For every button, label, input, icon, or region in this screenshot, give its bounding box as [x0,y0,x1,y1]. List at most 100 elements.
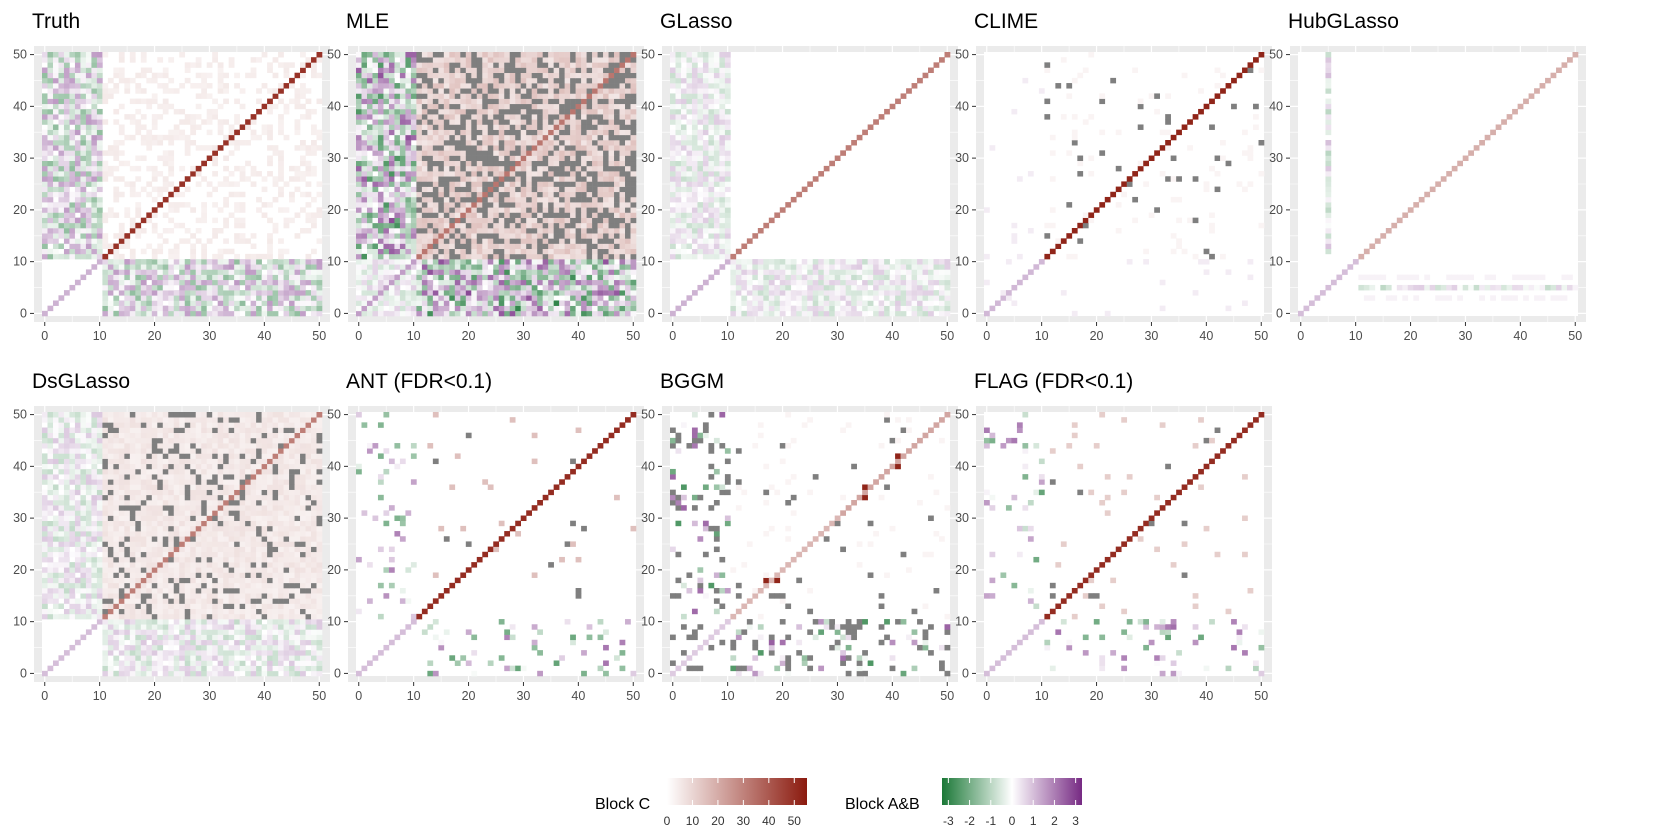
heatmap-cell [465,196,472,203]
heatmap-cell [405,176,412,182]
heatmap-cell [85,124,92,130]
heatmap-cell [498,305,505,312]
heatmap-cell [388,274,395,281]
heatmap-cell [74,191,81,198]
heatmap-cell [394,140,401,146]
heatmap-cell [118,274,125,281]
heatmap-cell [597,98,604,105]
heatmap-cell [179,52,186,58]
heatmap-cell [443,129,450,136]
heatmap-cell [564,196,571,203]
heatmap-cell [421,119,428,125]
heatmap-cell [443,124,450,130]
heatmap-cell [124,134,131,141]
heatmap-cell [460,310,467,317]
heatmap-cell [542,160,549,167]
heatmap-cell [278,300,284,306]
heatmap-cell [234,140,240,146]
heatmap-cell [47,145,54,151]
heatmap-cell [719,72,726,79]
heatmap-cell [630,217,637,224]
heatmap-cell [394,212,401,218]
heatmap-cell [438,269,445,275]
heatmap-cell [670,253,676,260]
heatmap-cell [316,300,323,306]
heatmap-cell [311,150,317,156]
heatmap-cell [542,129,549,136]
heatmap-cell [421,145,428,151]
heatmap-cell [366,67,373,74]
heatmap-cell [124,284,131,291]
heatmap-cell [851,295,857,301]
heatmap-cell [697,83,704,89]
heatmap-cell [399,248,406,255]
heatmap-cell [460,119,467,125]
heatmap-cell [719,108,726,115]
panel-title: MLE [346,10,390,33]
heatmap-cell [454,233,461,239]
heatmap-cell [102,310,109,317]
heatmap-cell [427,248,434,255]
heatmap-cell [305,88,312,94]
heatmap-cell [372,279,379,286]
heatmap-cell [493,305,500,312]
heatmap-cell [515,98,522,105]
heatmap-cell [63,191,70,198]
heatmap-cell [884,300,890,306]
heatmap-cell [608,145,615,151]
heatmap-cell [493,160,500,167]
heatmap-cell [575,103,582,110]
heatmap-cell [85,83,92,89]
heatmap-cell [928,305,934,312]
heatmap-cell [316,207,323,213]
heatmap-cell [184,77,191,84]
y-tick-label: 10 [327,255,341,269]
heatmap-cell [162,186,169,193]
heatmap-cell [300,145,306,151]
heatmap-cell [581,62,587,68]
heatmap-cell [388,124,395,130]
heatmap-cell [394,119,401,125]
heatmap-cell [675,77,682,84]
heatmap-cell [58,134,65,141]
heatmap-cell [531,305,538,312]
heatmap-cell [670,114,676,120]
heatmap-cell [195,165,202,172]
heatmap-cell [619,108,626,115]
heatmap-cell [553,62,560,68]
heatmap-cell [498,238,505,244]
heatmap-cell [542,295,549,301]
heatmap-cell [272,181,279,187]
heatmap-cell [768,264,775,270]
heatmap-cell [619,228,626,234]
heatmap-cell [575,108,582,115]
heatmap-cell [383,176,390,182]
heatmap-cell [614,202,620,208]
heatmap-cell [619,305,626,312]
heatmap-cell [680,103,687,110]
heatmap-cell [823,165,830,172]
heatmap-cell [625,88,631,94]
heatmap-cell [179,284,186,291]
heatmap-cell [691,191,698,198]
heatmap-cell [438,238,445,244]
heatmap-cell [294,233,301,239]
heatmap-cell [867,269,874,275]
heatmap-cell [515,310,522,317]
heatmap-cell [581,279,587,286]
heatmap-cell [129,305,136,312]
heatmap-cell [603,98,609,105]
heatmap-cell [575,83,582,89]
heatmap-cell [900,279,907,286]
heatmap-cell [388,264,395,270]
heatmap-cell [416,233,423,239]
heatmap-cell [113,279,120,286]
heatmap-cell [515,108,522,115]
heatmap-cell [212,217,218,224]
heatmap-cell [113,295,120,301]
heatmap-cell [223,83,229,89]
heatmap-cell [118,72,125,79]
heatmap-cell [80,176,87,182]
heatmap-cell [796,305,803,312]
